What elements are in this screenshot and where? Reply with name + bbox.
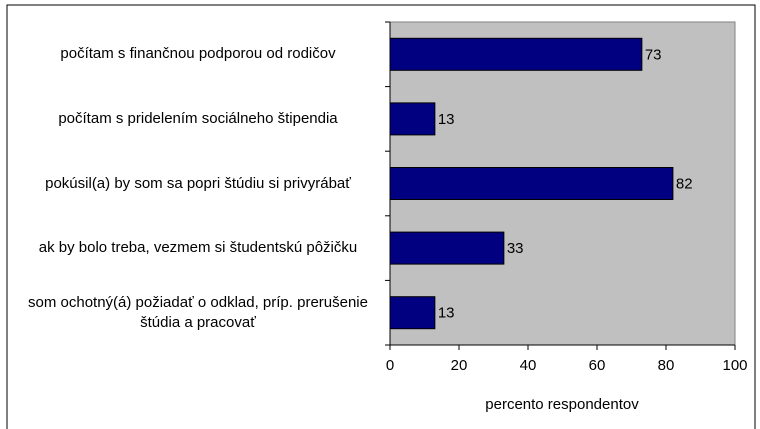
x-tick-label: 20 (451, 357, 468, 374)
data-label: 82 (676, 175, 693, 192)
frame (6, 4, 756, 429)
x-axis-title: percento respondentov (485, 396, 639, 413)
data-label: 33 (507, 240, 524, 257)
bar (389, 37, 643, 71)
bar (389, 296, 436, 330)
x-tick-label: 0 (386, 357, 394, 374)
x-tick-label: 80 (658, 357, 675, 374)
x-tick-label: 60 (589, 357, 606, 374)
data-label: 73 (645, 46, 662, 63)
bar (389, 167, 674, 200)
y-tick-label: pokúsil(a) by som sa popri štúdiu si pri… (45, 174, 351, 192)
data-label: 13 (438, 111, 455, 128)
x-tick-label: 40 (520, 357, 537, 374)
y-tick-label: ak by bolo treba, vezmem si študentskú p… (38, 239, 358, 257)
bar (389, 102, 436, 136)
data-label: 13 (438, 305, 455, 322)
y-tick-label: som ochotný(á) požiadať o odklad, príp. … (28, 293, 368, 331)
y-tick-label: počítam s pridelením sociálneho štipendi… (58, 109, 338, 127)
x-tick-label: 100 (722, 357, 747, 374)
bar (389, 231, 505, 265)
y-tick-label: počítam s finančnou podporou od rodičov (60, 45, 336, 63)
